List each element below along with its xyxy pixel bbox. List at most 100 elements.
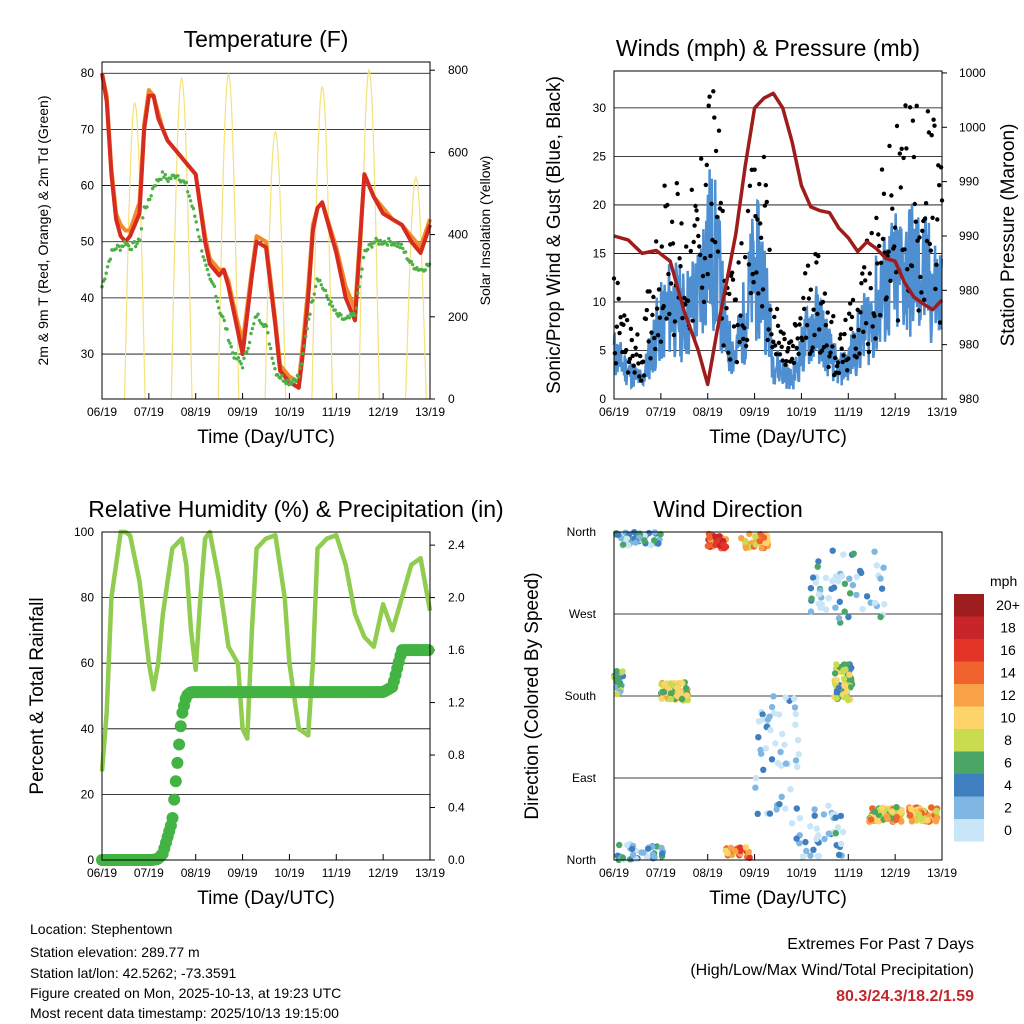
gust-point: [615, 280, 620, 286]
dewpoint-point: [252, 322, 256, 326]
gust-point: [901, 155, 906, 161]
direction-point: [837, 840, 845, 848]
gust-point: [765, 337, 770, 343]
direction-point: [793, 805, 800, 812]
gust-point: [714, 214, 720, 220]
gust-point: [824, 343, 829, 348]
gust-point: [762, 203, 768, 208]
gust-point: [741, 336, 746, 342]
gust-point: [696, 233, 701, 239]
y-tick-label: 5: [599, 343, 606, 357]
direction-point: [818, 601, 826, 608]
dewpoint-point: [215, 299, 219, 303]
direction-point: [837, 812, 845, 820]
x-tick-label: 06/19: [599, 405, 629, 419]
gust-point: [773, 343, 778, 348]
gust-point: [713, 240, 718, 245]
dewpoint-point: [200, 249, 204, 253]
gust-point: [661, 304, 666, 309]
gust-point: [643, 316, 649, 322]
gust-point: [674, 181, 679, 186]
pressure-line: [613, 91, 944, 387]
direction-point: [774, 760, 782, 767]
y-tick-label: 50: [81, 235, 95, 249]
dewpoint-point: [333, 308, 337, 312]
dewpoint-point: [357, 284, 361, 289]
dewpoint-point: [135, 241, 139, 246]
gust-point: [756, 291, 761, 296]
dewpoint-point: [172, 173, 176, 177]
x-tick-label: 07/19: [134, 405, 164, 419]
winds-pressure-panel: Winds (mph) & Pressure (mb) 06/19 07/19 08/…: [544, 35, 1019, 448]
gust-point: [870, 324, 875, 329]
direction-point: [833, 661, 840, 668]
dewpoint-point: [395, 244, 399, 248]
gust-point: [847, 311, 852, 316]
insolation-line: [217, 72, 240, 400]
gust-point: [702, 256, 708, 261]
gust-point: [742, 325, 747, 331]
gust-point: [671, 332, 677, 338]
direction-point: [793, 835, 800, 842]
y-tick-label-right: 0.4: [448, 801, 465, 815]
direction-point: [678, 679, 685, 687]
colorbar-label: 0: [1004, 822, 1012, 838]
direction-point: [795, 751, 802, 758]
y-tick-label: 100: [74, 525, 94, 539]
gust-point: [654, 306, 660, 311]
direction-point: [773, 806, 780, 813]
colorbar-swatch: [954, 796, 984, 819]
direction-point: [822, 606, 830, 613]
direction-point: [821, 835, 828, 843]
dewpoint-point: [302, 344, 307, 348]
gust-point: [850, 297, 856, 303]
gust-point: [653, 346, 658, 352]
gust-point: [851, 334, 857, 339]
gust-point: [616, 296, 621, 301]
gust-point: [776, 340, 782, 345]
gust-point: [825, 310, 830, 315]
gust-point: [711, 89, 716, 94]
dewpoint-point: [186, 190, 190, 194]
gust-point: [814, 260, 819, 265]
dewpoint-point: [330, 304, 335, 308]
gust-point: [662, 183, 667, 188]
plot-border: [613, 70, 943, 400]
direction-point: [808, 595, 815, 602]
dewpoint-point: [373, 240, 377, 244]
y-tick-label-right: 980: [959, 392, 979, 406]
y-tick-label: North: [567, 525, 596, 539]
gust-point: [927, 241, 932, 247]
direction-point: [893, 804, 900, 811]
dewpoint-point: [118, 248, 123, 252]
y-tick-label-right: 980: [959, 338, 979, 352]
gust-point: [930, 215, 935, 220]
gust-point: [736, 260, 741, 265]
direction-point: [619, 668, 626, 675]
insolation-line: [123, 101, 146, 400]
gust-point: [839, 346, 844, 351]
direction-point: [711, 533, 718, 540]
direction-point: [792, 721, 799, 728]
dewpoint-point: [212, 284, 217, 288]
gust-point: [659, 244, 664, 249]
gust-point: [859, 281, 864, 286]
direction-point: [841, 682, 848, 689]
colorbar-swatch: [954, 616, 984, 639]
gust-point: [845, 368, 850, 373]
gust-point: [747, 183, 753, 188]
direction-point: [815, 591, 823, 598]
gust-point: [849, 314, 855, 320]
gust-point: [692, 223, 697, 228]
y-tick-label-right: 1.6: [448, 643, 465, 657]
direction-point: [760, 766, 767, 773]
dewpoint-point: [232, 356, 236, 360]
footer-recent: Most recent data timestamp: 2025/10/13 1…: [30, 1005, 339, 1021]
gust-point: [745, 208, 751, 214]
dewpoint-point: [195, 228, 200, 232]
gust-point: [705, 271, 710, 277]
direction-point: [792, 757, 800, 764]
x-axis-label: Time (Day/UTC): [197, 427, 335, 448]
gust-point: [755, 217, 760, 222]
direction-point: [807, 823, 814, 830]
